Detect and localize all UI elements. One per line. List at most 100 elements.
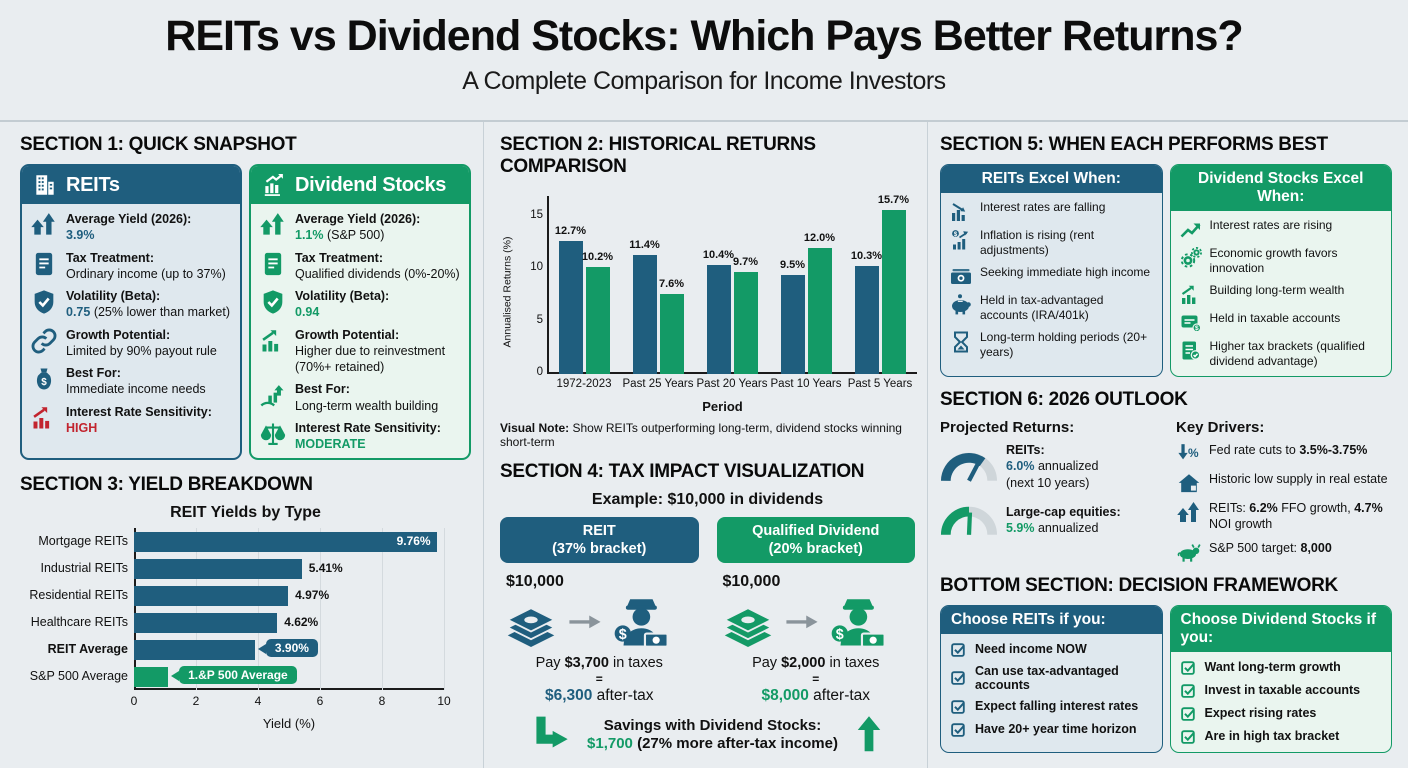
gauge-icon (940, 446, 998, 486)
projection-label: REITs: (1006, 443, 1045, 457)
section2-heading: SECTION 2: HISTORICAL RETURNS COMPARISON (500, 134, 816, 177)
attribute-label: Interest Rate Sensitivity: (66, 404, 212, 419)
list-item: Economic growth favors innovation (1179, 246, 1384, 276)
attribute-label: Tax Treatment: (295, 250, 383, 265)
right-column: SECTION 5: WHEN EACH PERFORMS BEST REITs… (928, 122, 1408, 768)
y-tick-label: 5 (536, 313, 543, 326)
savings-callout: Savings with Dividend Stocks: $1,700 (27… (500, 715, 915, 755)
bar (881, 209, 906, 374)
rising-rates-icon (1179, 218, 1203, 239)
dividend-excel-title: Dividend Stocks Excel When: (1170, 165, 1391, 211)
plot-area (134, 528, 444, 691)
outlook-2026: Projected Returns: REITs: 6.0% annualized… (940, 419, 1392, 569)
decision-framework: Choose REITs if you: Need income NOW Can… (940, 604, 1392, 753)
tax-bracket-icon (1179, 339, 1203, 360)
bar-value-label: 15.7% (877, 193, 910, 206)
bar (706, 265, 731, 374)
svg-text:$: $ (619, 627, 627, 643)
bar (134, 585, 289, 606)
attribute-accent: 3.9% (66, 228, 95, 243)
svg-text:$: $ (835, 627, 843, 643)
qualified-tax-flow: $10,000 $ Pay $2,000 in taxes = $8,000 a… (717, 571, 916, 705)
after-tax-line: $6,300 after-tax (544, 687, 654, 705)
equals-sign: = (812, 672, 820, 687)
projected-returns-title: Projected Returns: (940, 419, 1075, 436)
yield-chart-xlabel: Yield (%) (262, 716, 316, 732)
bar (134, 666, 169, 687)
money-stack-icon (717, 594, 779, 650)
list-item: Interest rates are rising (1179, 218, 1384, 239)
x-tick-label: 8 (378, 694, 386, 709)
attribute-label: Best For: (295, 382, 350, 397)
attribute-label: Best For: (66, 366, 121, 380)
section3-heading: SECTION 3: YIELD BREAKDOWN (20, 474, 313, 496)
attribute-value: (S&P 500) (323, 228, 385, 243)
section6-heading: SECTION 6: 2026 OUTLOOK (940, 389, 1188, 410)
attribute-value: (25% lower than market) (90, 305, 230, 320)
driver-item: S&P 500 target: 8,000 (1176, 540, 1392, 562)
up-arrow-icon (854, 715, 884, 755)
arrow-right-icon (568, 612, 602, 632)
choose-reits-title: Choose REITs if you: (941, 605, 1162, 634)
gridline (320, 528, 321, 691)
bar (733, 272, 758, 374)
x-tick-label: 0 (130, 694, 138, 709)
gears-icon (1179, 246, 1203, 268)
attribute-accent: MODERATE (295, 437, 366, 451)
x-category-label: Past 25 Years (622, 378, 694, 390)
list-item: Interest rates are falling (949, 200, 1154, 221)
attribute-label: Interest Rate Sensitivity: (295, 420, 441, 435)
choose-dividend-title: Choose Dividend Stocks if you: (1170, 605, 1391, 652)
attribute-label: Growth Potential: (66, 327, 171, 342)
qualified-bracket-pill: Qualified Dividend (20% bracket) (716, 517, 915, 564)
tax-flow: $10,000 $ Pay $3,700 in taxes = $6,300 a… (500, 571, 915, 705)
checklist-item: Need income NOW (950, 641, 1153, 658)
projected-equities: Large-cap equities: 5.9% annualized (940, 500, 1166, 540)
savings-title: Savings with Dividend Stocks: (603, 717, 822, 735)
middle-column: SECTION 2: HISTORICAL RETURNS COMPARISON… (484, 122, 928, 768)
row-category-label: Residential REITs (29, 588, 128, 603)
bar (134, 612, 278, 633)
bar (134, 639, 255, 660)
growth-chart-icon (1179, 283, 1203, 304)
attribute-value: Qualified dividends (0%-20%) (295, 266, 460, 281)
inflation-icon: $ (949, 228, 973, 250)
chart-icon (261, 172, 287, 198)
x-tick-label: 4 (254, 694, 262, 709)
checkbox-icon (950, 721, 967, 738)
house-icon (1176, 471, 1202, 493)
money-bag-icon: $ (30, 365, 58, 390)
dividend-tax-row: Tax Treatment: Qualified dividends (0%-20… (259, 250, 461, 283)
checklist-item: Are in high tax bracket (1180, 728, 1383, 745)
gridline (196, 528, 197, 691)
x-tick-label: 10 (437, 694, 451, 709)
up-arrows-icon (259, 211, 287, 236)
reits-card-title: REITs (66, 173, 120, 196)
bar-value-label: 7.6% (658, 278, 685, 291)
dividend-volatility-row: Volatility (Beta): 0.94 (259, 288, 461, 321)
reit-yields-chart: Mortgage REITs 9.76% Industrial REITs 5.41%… (20, 528, 471, 714)
left-column: SECTION 1: QUICK SNAPSHOT REITs Average … (0, 122, 484, 768)
bottom-heading: BOTTOM SECTION: DECISION FRAMEWORK (940, 574, 1338, 596)
attribute-label: Volatility (Beta): (295, 289, 390, 303)
bar-value-label: 11.4% (629, 238, 660, 251)
elbow-arrow-icon (531, 715, 571, 755)
gridline (258, 528, 259, 691)
gridline (444, 528, 445, 691)
bar-value-label: 12.7% (554, 225, 587, 237)
reit-tax-flow: $10,000 $ Pay $3,700 in taxes = $6,300 a… (500, 571, 699, 705)
bar (134, 531, 437, 552)
y-tick-label: 15 (530, 208, 543, 221)
hourglass-icon (949, 330, 973, 353)
link-icon (30, 327, 58, 353)
checkbox-icon (950, 641, 967, 658)
dividend-card-title: Dividend Stocks (295, 173, 447, 196)
bar-value-badge: 3.90% (257, 639, 318, 658)
attribute-value: Ordinary income (up to 37%) (66, 266, 226, 281)
up-arrows-icon (1176, 500, 1202, 522)
key-drivers-title: Key Drivers: (1176, 419, 1265, 436)
svg-text:$: $ (954, 232, 958, 238)
reits-growth-row: Growth Potential: Limited by 90% payout r… (30, 327, 232, 360)
attribute-value: Long-term wealth building (295, 398, 439, 413)
visual-note: Visual Note: Show REITs outperforming lo… (500, 421, 902, 449)
